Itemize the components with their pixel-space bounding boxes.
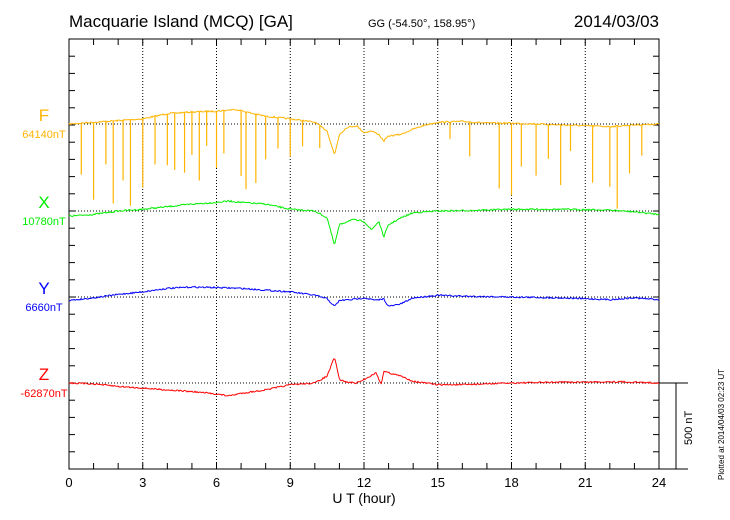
series-label-Y: Y [38,279,49,298]
plotted-timestamp: Plotted at 2014/04/03 02:23 UT [717,369,726,480]
x-axis-label: U T (hour) [332,490,395,506]
x-tick-label: 9 [287,475,294,490]
x-tick-label: 12 [357,475,371,490]
x-tick-label: 6 [213,475,220,490]
station-coords: GG (-54.50°, 158.95°) [368,18,475,30]
chart-date: 2014/03/03 [574,12,659,31]
x-tick-label: 15 [431,475,445,490]
x-tick-label: 0 [65,475,72,490]
baseline-value-X: 10780nT [22,216,66,228]
x-tick-label: 21 [578,475,592,490]
series-label-Z: Z [39,365,49,384]
x-tick-label: 3 [139,475,146,490]
series-label-F: F [39,106,49,125]
chart-title: Macquarie Island (MCQ) [GA] [69,12,293,31]
plot-frame [68,38,660,470]
trace-Z [68,358,660,397]
trace-X [68,199,660,245]
trace-Y [69,285,660,307]
x-tick-label: 18 [504,475,518,490]
baseline-value-Z: -62870nT [20,388,67,400]
scale-bar-label: 500 nT [683,410,695,445]
baseline-value-F: 64140nT [22,129,66,141]
baseline-value-Y: 6660nT [25,302,63,314]
x-tick-label: 24 [652,475,666,490]
series-label-X: X [38,193,49,212]
